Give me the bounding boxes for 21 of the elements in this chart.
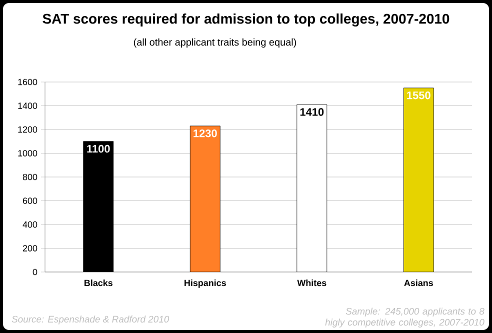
- x-tick-label: Asians: [404, 280, 433, 286]
- chart-title: SAT scores required for admission to top colleges, 2007-2010: [42, 13, 450, 27]
- source-note: Source: Espenshade & Radford 2010: [12, 316, 170, 324]
- y-tick-label: 800: [22, 174, 38, 180]
- data-label: 1100: [87, 144, 110, 153]
- chart-subtitle: (all other applicant traits being equal): [134, 38, 296, 48]
- y-tick-label: 400: [22, 221, 38, 228]
- data-label: 1410: [300, 108, 324, 116]
- x-tick-label: Whites: [297, 280, 326, 286]
- y-tick-label: 1200: [18, 126, 38, 133]
- y-tick-label: 1600: [18, 78, 38, 86]
- y-tick-label: 1000: [18, 150, 38, 156]
- y-tick-label: 600: [22, 198, 38, 204]
- y-tick-label: 1400: [18, 102, 38, 109]
- y-tick-label: 0: [32, 268, 38, 276]
- data-label: 1550: [407, 91, 430, 100]
- y-tick-label: 200: [22, 245, 38, 252]
- x-tick-label: Hispanics: [184, 280, 226, 288]
- x-tick-label: Blacks: [84, 280, 112, 286]
- data-label: 1230: [194, 129, 217, 138]
- text: Sample: 245,000 applicants to 8 higly competitive colleges, 2007-2010: [325, 308, 484, 328]
